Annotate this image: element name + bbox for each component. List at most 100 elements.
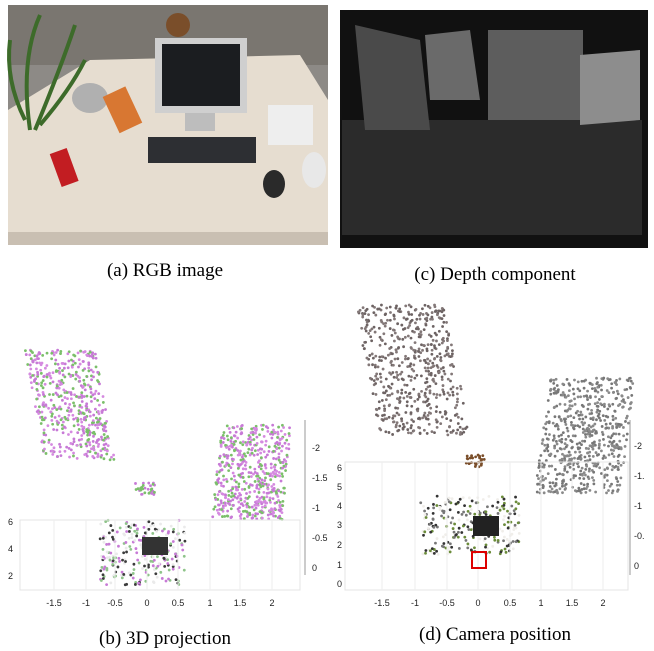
point <box>44 416 47 419</box>
point <box>45 452 48 455</box>
point <box>90 387 93 390</box>
point <box>86 455 89 458</box>
point <box>427 314 430 317</box>
z-tick-label: 0 <box>634 561 639 571</box>
point <box>600 395 603 398</box>
point <box>413 356 416 359</box>
point <box>604 456 607 459</box>
point <box>246 502 249 505</box>
point <box>591 387 594 390</box>
point <box>271 424 274 427</box>
point <box>84 350 87 353</box>
point <box>367 332 370 335</box>
point <box>87 363 90 366</box>
z-tick-label: -1. <box>634 471 645 481</box>
point <box>455 432 458 435</box>
point <box>574 474 577 477</box>
point <box>507 527 510 530</box>
point <box>426 432 429 435</box>
point <box>429 392 432 395</box>
point <box>216 479 219 482</box>
point <box>589 417 592 420</box>
y-tick-label: 4 <box>8 544 13 554</box>
point <box>81 395 84 398</box>
monitor <box>473 516 499 536</box>
point <box>613 455 616 458</box>
point <box>546 437 549 440</box>
point <box>60 395 63 398</box>
point <box>561 480 564 483</box>
point <box>82 379 85 382</box>
point <box>275 447 278 450</box>
point <box>628 408 631 411</box>
point <box>263 435 266 438</box>
point <box>441 325 444 328</box>
point <box>393 318 396 321</box>
point <box>600 389 603 392</box>
point <box>584 436 587 439</box>
point <box>433 346 436 349</box>
point <box>92 431 95 434</box>
point <box>36 373 39 376</box>
point <box>393 376 396 379</box>
point <box>133 539 136 542</box>
point <box>169 542 172 545</box>
point <box>86 354 89 357</box>
point <box>66 409 69 412</box>
point <box>389 311 392 314</box>
point <box>71 414 74 417</box>
point <box>106 435 109 438</box>
point <box>421 349 424 352</box>
point <box>40 384 43 387</box>
point <box>553 406 556 409</box>
point <box>50 443 53 446</box>
point <box>281 504 284 507</box>
point <box>240 427 243 430</box>
point <box>147 563 150 566</box>
point <box>437 553 440 556</box>
point <box>578 441 581 444</box>
point <box>397 378 400 381</box>
point <box>265 440 268 443</box>
point <box>47 424 50 427</box>
point <box>221 468 224 471</box>
point <box>285 439 288 442</box>
point <box>63 416 66 419</box>
point <box>99 523 102 526</box>
point <box>594 402 597 405</box>
point <box>272 429 275 432</box>
point <box>72 418 75 421</box>
point <box>505 551 508 554</box>
point <box>277 489 280 492</box>
point <box>460 417 463 420</box>
point <box>52 371 55 374</box>
point <box>53 446 56 449</box>
point <box>129 548 132 551</box>
point <box>597 415 600 418</box>
point <box>416 409 419 412</box>
point <box>568 458 571 461</box>
point <box>43 429 46 432</box>
point <box>410 379 413 382</box>
point <box>550 465 553 468</box>
point <box>256 453 259 456</box>
point <box>258 491 261 494</box>
point <box>594 390 597 393</box>
point <box>227 469 230 472</box>
point <box>480 458 483 461</box>
point <box>92 375 95 378</box>
point <box>396 322 399 325</box>
point <box>488 495 491 498</box>
point <box>460 531 463 534</box>
point <box>108 556 111 559</box>
point <box>394 415 397 418</box>
point <box>445 350 448 353</box>
point <box>548 433 551 436</box>
point <box>256 436 259 439</box>
point <box>620 423 623 426</box>
point <box>438 506 441 509</box>
point <box>125 583 128 586</box>
point <box>406 365 409 368</box>
point <box>577 396 580 399</box>
point <box>422 505 425 508</box>
